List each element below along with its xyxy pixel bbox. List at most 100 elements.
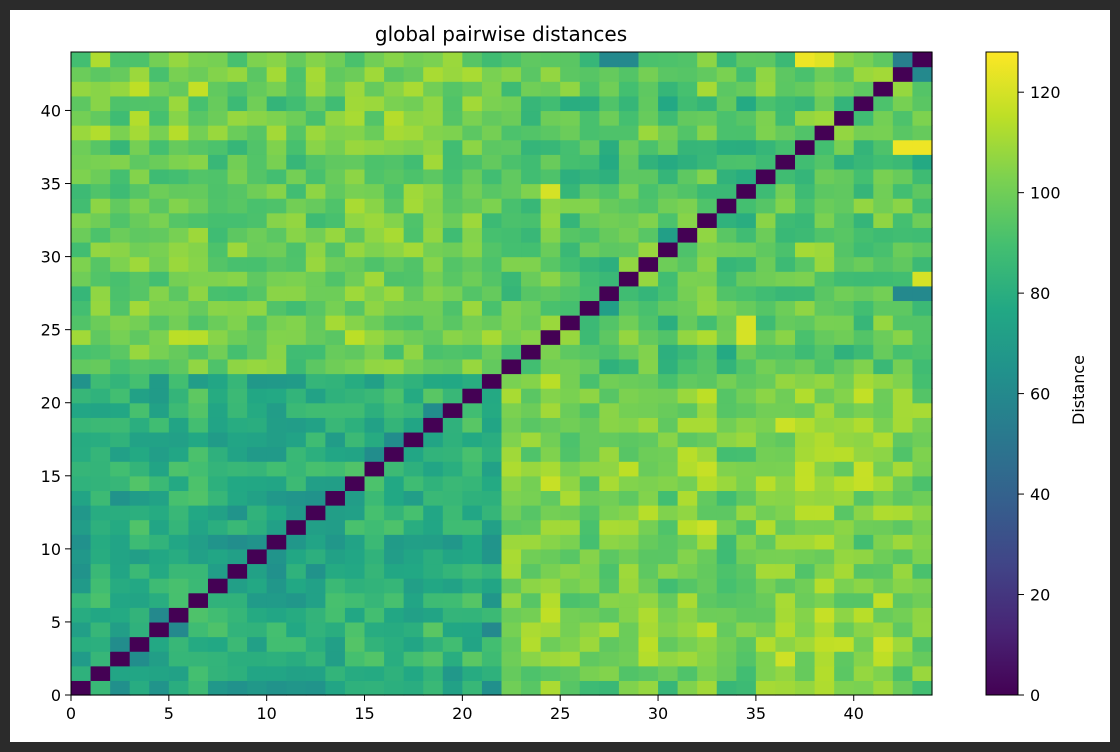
heatmap-cell [247,139,268,155]
heatmap-cell [305,139,326,155]
heatmap-cell [90,388,111,404]
heatmap-cell [207,680,229,696]
heatmap-cell [795,548,816,565]
heatmap-cell [110,431,131,448]
heatmap-cell [325,183,346,199]
heatmap-cell [755,66,777,82]
heatmap-cell [521,168,542,185]
heatmap-cell [403,95,424,112]
x-axis: 0 5 10 15 20 25 30 35 40 [66,695,864,723]
heatmap-cell [618,285,640,302]
heatmap-cell [364,271,385,287]
heatmap-cell [638,680,659,696]
heatmap-cell [873,563,894,579]
heatmap-cell [716,154,737,170]
heatmap-cell [149,636,170,652]
heatmap-cell [814,431,835,448]
heatmap-cell [403,636,424,652]
heatmap-cell [403,52,424,68]
heatmap-cell [716,329,737,345]
heatmap-cell [853,519,874,535]
heatmap-cell [795,66,816,82]
heatmap-cell [344,417,366,433]
heatmap-cell [149,183,170,199]
heatmap-cell [364,680,385,696]
y-tick-label: 5 [51,613,61,632]
heatmap-cell [344,52,366,68]
heatmap-cell [775,388,796,404]
heatmap-cell [344,329,366,345]
heatmap-cell [599,417,620,433]
heatmap-cell [207,417,229,433]
heatmap-cell [755,475,777,492]
heatmap-cell [540,665,561,681]
heatmap-cell [462,66,483,82]
heatmap-cell [207,329,229,345]
heatmap-cell [481,66,503,82]
heatmap-cell [579,621,600,638]
heatmap-cell [638,315,659,331]
heatmap-cell [501,680,522,696]
heatmap-cell [364,475,385,492]
heatmap-cell [736,110,757,126]
heatmap-cell [149,505,170,521]
heatmap-cell [599,519,620,535]
heatmap-cell [423,388,444,404]
heatmap-cell [892,139,914,155]
heatmap-cell [560,534,581,550]
heatmap-cell [658,256,679,272]
heatmap-cell [481,417,503,433]
heatmap-cell [384,461,405,477]
heatmap-cell [110,563,131,579]
heatmap-cell [579,95,600,112]
heatmap-cell [442,125,463,141]
heatmap-cell [247,315,268,331]
heatmap-cell [149,621,170,638]
heatmap-cell [775,285,796,302]
heatmap-cell [521,81,542,97]
heatmap-cell [521,665,542,681]
heatmap-cell [364,431,385,448]
heatmap-cell [775,271,796,287]
heatmap-cell [834,446,855,462]
heatmap-cell [110,461,131,477]
heatmap-cell [892,212,914,228]
heatmap-cell [286,651,307,667]
heatmap-cell [188,271,209,287]
heatmap-cell [325,519,346,535]
heatmap-cell [892,227,914,243]
heatmap-cell [423,344,444,360]
heatmap-cell [873,636,894,652]
heatmap-cell [540,578,561,594]
heatmap-cell [227,592,248,608]
heatmap-cell [384,475,405,492]
heatmap-cell [775,168,796,185]
heatmap-cell [168,110,190,126]
heatmap-cell [344,358,366,375]
heatmap-cell [325,256,346,272]
heatmap-cell [227,607,248,623]
heatmap-cell [892,680,914,696]
heatmap-cell [697,271,718,287]
heatmap-cell [344,183,366,199]
heatmap-cell [403,519,424,535]
heatmap-cell [129,373,150,389]
heatmap-cell [110,285,131,302]
heatmap-cell [129,110,150,126]
heatmap-cell [207,168,229,185]
heatmap-cell [71,621,92,638]
heatmap-cell [344,578,366,594]
heatmap-cell [579,607,600,623]
heatmap-cell [873,578,894,594]
heatmap-cell [599,446,620,462]
heatmap-cell [149,198,170,214]
heatmap-cell [677,271,698,287]
heatmap-cell [658,66,679,82]
heatmap-cell [521,358,542,375]
heatmap-cell [384,95,405,112]
heatmap-cell [775,256,796,272]
heatmap-cell [795,373,816,389]
heatmap-cell [71,651,92,667]
heatmap-cell [344,680,366,696]
heatmap-cell [814,183,835,199]
